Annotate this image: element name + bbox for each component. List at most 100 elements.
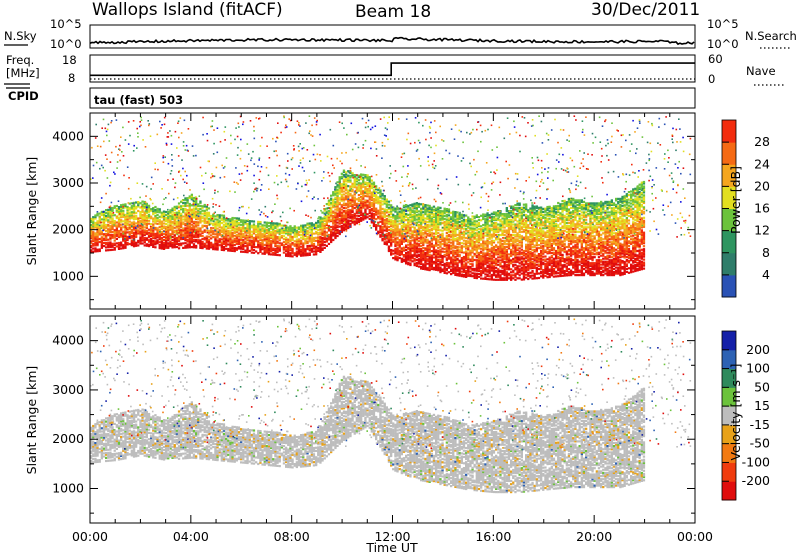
power-echo — [372, 189, 376, 192]
power-echo — [428, 224, 431, 227]
power-echo — [229, 242, 232, 245]
power-echo — [325, 226, 328, 230]
power-echo — [381, 237, 384, 240]
power-echo — [267, 253, 271, 256]
power-echo — [377, 188, 380, 191]
power-echo — [520, 260, 523, 263]
power-echo — [100, 210, 103, 213]
power-echo — [203, 224, 206, 227]
power-echo — [96, 248, 99, 251]
power-echo — [190, 210, 193, 213]
power-echo — [167, 221, 170, 224]
power-echo — [497, 278, 500, 281]
power-echo — [182, 246, 185, 249]
power-echo — [518, 256, 521, 259]
power-echo — [310, 229, 313, 232]
power-echo — [218, 238, 221, 241]
power-echo — [175, 241, 178, 244]
power-echo — [516, 220, 519, 223]
power-echo — [312, 242, 316, 246]
power-echo — [402, 258, 406, 261]
power-echo — [469, 273, 472, 276]
power-echo — [212, 245, 215, 248]
power-echo — [465, 214, 468, 217]
power-echo — [302, 224, 305, 227]
power-echo — [216, 243, 219, 247]
power-echo — [297, 226, 301, 229]
power-echo — [169, 224, 172, 227]
power-echo — [312, 250, 316, 253]
power-echo — [154, 205, 157, 209]
power-echo — [122, 212, 125, 215]
power-echo — [156, 207, 159, 210]
power-echo — [450, 250, 453, 253]
power-echo — [362, 200, 365, 203]
power-echo — [94, 247, 97, 250]
power-echo — [340, 204, 343, 207]
power-echo — [154, 210, 157, 213]
power-echo — [300, 251, 303, 254]
power-echo — [143, 217, 146, 220]
power-echo — [405, 213, 408, 216]
power-echo — [158, 245, 161, 248]
power-echo — [334, 196, 337, 199]
power-echo — [220, 248, 223, 251]
power-echo — [216, 236, 219, 239]
power-echo — [231, 242, 234, 245]
power-echo — [270, 223, 273, 226]
power-echo — [317, 228, 320, 232]
power-echo — [113, 235, 116, 238]
power-echo — [240, 234, 243, 237]
power-echo — [199, 230, 202, 233]
power-echo — [471, 227, 474, 230]
power-echo — [377, 196, 380, 199]
power-echo — [510, 268, 513, 271]
power-echo — [480, 255, 483, 258]
power-echo — [188, 223, 191, 226]
power-echo — [128, 220, 131, 223]
power-echo — [445, 231, 448, 235]
power-echo — [184, 228, 187, 231]
power-echo — [415, 258, 418, 261]
power-echo — [94, 221, 97, 225]
power-echo — [495, 278, 498, 281]
power-echo — [171, 228, 174, 231]
power-echo — [207, 217, 211, 220]
power-echo — [94, 235, 97, 238]
power-echo — [454, 237, 457, 241]
power-echo — [282, 247, 286, 250]
power-echo — [107, 234, 110, 237]
power-echo — [242, 228, 245, 231]
power-echo — [246, 224, 249, 227]
power-echo — [162, 219, 166, 222]
power-echo — [325, 218, 328, 221]
power-echo — [308, 226, 311, 230]
power-echo — [169, 212, 172, 215]
power-echo — [276, 253, 279, 257]
power-echo — [175, 207, 178, 210]
power-echo — [156, 213, 159, 216]
power-echo — [225, 225, 228, 228]
power-echo — [132, 209, 136, 212]
power-echo — [265, 239, 268, 242]
power-echo — [214, 242, 217, 245]
power-echo — [124, 231, 127, 234]
power-echo — [310, 241, 313, 244]
power-echo — [327, 214, 331, 217]
power-echo — [252, 230, 256, 233]
power-echo — [207, 246, 211, 249]
power-echo — [233, 232, 236, 235]
power-echo — [111, 242, 114, 245]
power-echo — [315, 247, 318, 250]
power-echo — [259, 235, 262, 239]
power-echo — [518, 268, 521, 271]
power-echo — [257, 220, 260, 223]
power-echo — [205, 247, 208, 250]
power-echo — [330, 225, 333, 229]
power-echo — [450, 268, 453, 271]
power-echo — [467, 252, 470, 255]
power-echo — [240, 220, 243, 223]
power-echo — [186, 204, 189, 207]
power-echo — [154, 216, 157, 219]
power-echo — [143, 220, 146, 223]
